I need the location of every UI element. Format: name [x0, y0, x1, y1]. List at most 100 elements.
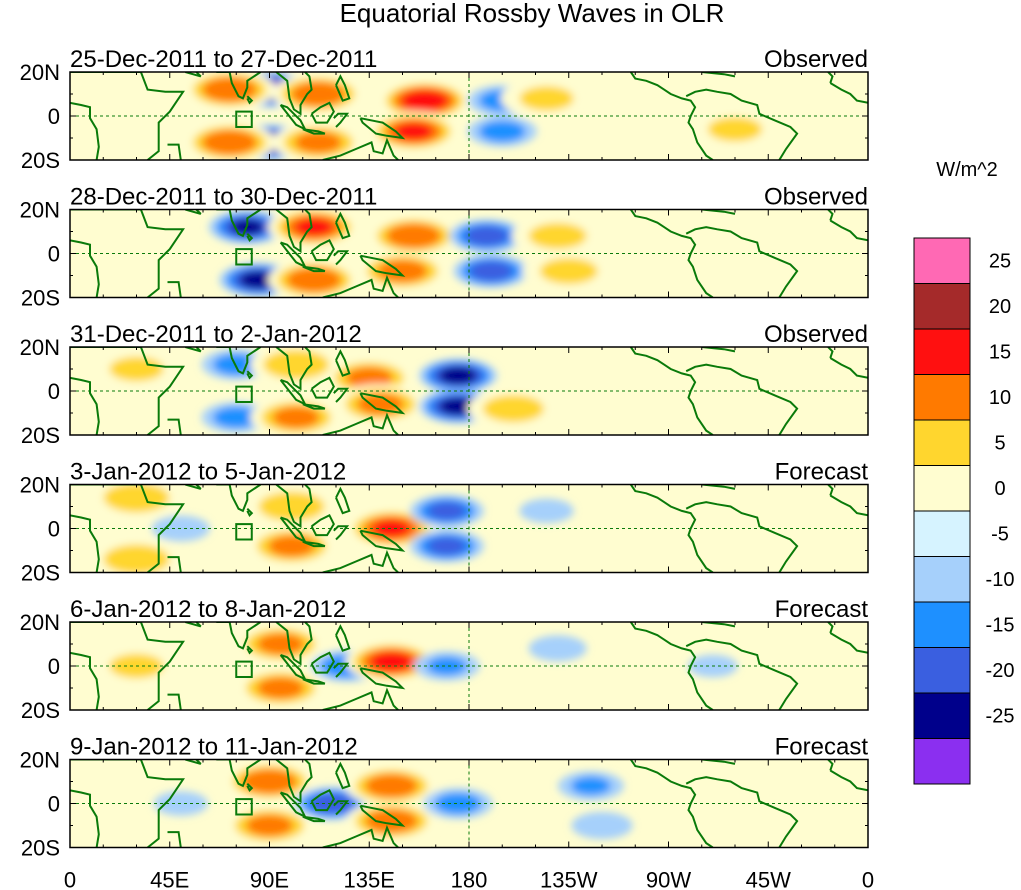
- coastline: [275, 484, 313, 529]
- coastline: [70, 72, 185, 160]
- coastline: [275, 347, 313, 391]
- coastline: [167, 143, 182, 160]
- anomaly-contour: [482, 394, 544, 423]
- coastline: [167, 831, 182, 848]
- y-tick-label: 0: [48, 104, 60, 129]
- coastline: [70, 376, 100, 435]
- coastline: [629, 484, 714, 573]
- coastline: [70, 347, 185, 435]
- x-tick-label: 0: [64, 868, 76, 890]
- colorbar-label: -15: [986, 615, 1015, 637]
- coastlines: [70, 209, 868, 298]
- coastline: [279, 104, 308, 132]
- coastline: [359, 254, 406, 277]
- panel-5: 20N 0 20S 6-Jan-2012 to 8-Jan-2012 Forecast: [20, 596, 869, 723]
- anomaly-contour: [294, 218, 333, 237]
- coastline: [359, 667, 406, 690]
- anomaly-contour: [365, 809, 418, 833]
- colorbar-swatch: [913, 465, 971, 512]
- anomaly-contour: [109, 356, 164, 382]
- coastline: [216, 484, 262, 513]
- anomaly-contour: [394, 122, 433, 141]
- panel-period: 6-Jan-2012 to 8-Jan-2012: [70, 596, 346, 623]
- y-tick-label: 0: [48, 517, 60, 542]
- coastline: [167, 418, 182, 435]
- anomaly-contour: [242, 769, 297, 794]
- coastline: [629, 209, 714, 298]
- anomaly-contour: [519, 86, 574, 111]
- panel-2: 20N 0 20S 28-Dec-2011 to 30-Dec-2011 Observe…: [20, 184, 869, 311]
- coastline: [310, 651, 335, 674]
- colorbar-swatch: [913, 328, 971, 375]
- x-tick-label: 90E: [250, 868, 289, 890]
- coastline: [629, 72, 714, 160]
- colorbar-swatch: [913, 692, 971, 739]
- anomaly-contour: [294, 131, 342, 154]
- coastline: [216, 622, 262, 650]
- coastline: [216, 209, 262, 238]
- anomaly-contour: [434, 792, 482, 815]
- coastline: [685, 363, 799, 435]
- coastline: [310, 238, 335, 262]
- anomaly-contour: [257, 633, 304, 655]
- anomaly-contour: [439, 366, 477, 385]
- coastline: [279, 241, 308, 269]
- coastline: [70, 209, 185, 298]
- colorbar-label: 15: [989, 342, 1011, 364]
- coastline: [685, 776, 799, 848]
- coastline: [246, 645, 254, 655]
- coastline: [246, 232, 254, 242]
- anomaly-contour: [103, 544, 170, 573]
- coastline: [829, 82, 868, 104]
- y-tick-label: 20N: [20, 60, 60, 85]
- coastlines: [70, 347, 868, 435]
- anomaly-contour: [212, 406, 260, 429]
- y-tick-label: 0: [48, 379, 60, 404]
- coastline: [70, 514, 100, 573]
- coastline: [685, 501, 799, 573]
- coastline: [70, 239, 100, 298]
- colorbar-label: -5: [991, 524, 1009, 546]
- panel-kind: Forecast: [775, 596, 869, 623]
- colorbar-swatch: [913, 374, 971, 421]
- colorbar-label: 25: [989, 251, 1011, 273]
- colorbar-swatch: [913, 283, 971, 330]
- y-tick-label: 20S: [21, 286, 60, 311]
- coastline: [685, 226, 799, 298]
- coastline: [322, 274, 399, 298]
- anomaly-contour: [372, 519, 411, 538]
- coastline: [70, 789, 100, 848]
- coastline: [827, 484, 834, 496]
- coastline: [827, 347, 834, 359]
- colorbar-swatch: [913, 556, 971, 603]
- coastline: [70, 759, 185, 848]
- anomaly-contour: [427, 501, 466, 520]
- coastline: [310, 376, 335, 399]
- colorbar-label: 10: [989, 387, 1011, 409]
- anomaly-contour: [239, 271, 278, 289]
- panel-period: 25-Dec-2011 to 27-Dec-2011: [70, 46, 377, 73]
- coastline: [333, 800, 350, 816]
- panel-period: 31-Dec-2011 to 2-Jan-2012: [70, 321, 362, 348]
- coastline: [185, 72, 202, 78]
- coastline: [70, 101, 100, 160]
- anomaly-contour: [258, 491, 325, 522]
- panel-kind: Forecast: [775, 734, 869, 761]
- anomaly-contour: [426, 656, 467, 676]
- coastline: [685, 638, 799, 710]
- x-tick-label: 90W: [646, 868, 691, 890]
- coastline: [279, 791, 308, 819]
- anomaly-contour: [291, 81, 346, 107]
- colorbar-swatch: [913, 647, 971, 694]
- coastline: [629, 759, 714, 848]
- coastlines: [70, 484, 868, 573]
- coastline: [275, 72, 313, 116]
- anomaly-contour: [345, 367, 393, 389]
- coastline: [829, 632, 868, 654]
- region-box: [235, 385, 253, 404]
- coastline: [359, 392, 406, 415]
- colorbar-swatch: [913, 510, 971, 557]
- y-tick-label: 20N: [20, 748, 60, 773]
- coastline: [829, 769, 868, 792]
- anomaly-contour: [357, 393, 404, 415]
